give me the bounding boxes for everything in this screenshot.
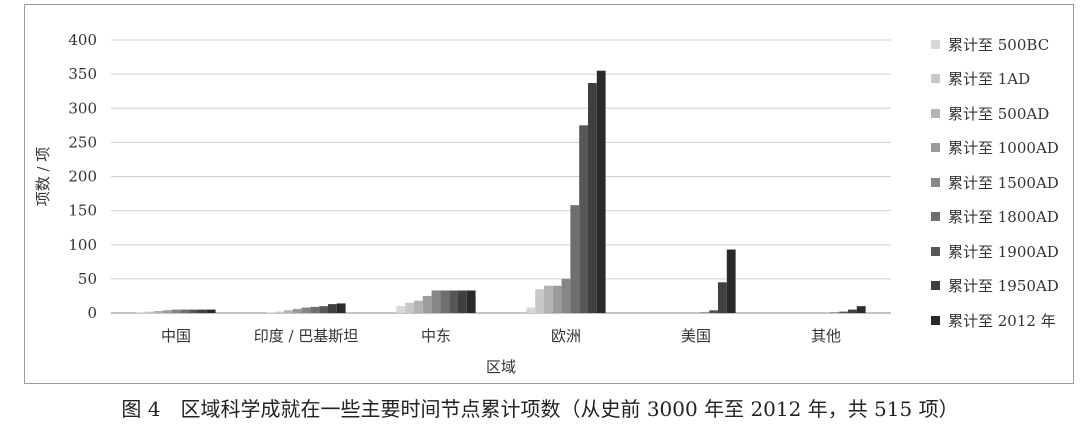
bar bbox=[458, 290, 467, 313]
legend-label: 累计至 500AD bbox=[948, 104, 1050, 123]
legend-item: 累计至 1AD bbox=[931, 62, 1059, 97]
bar bbox=[449, 290, 458, 313]
legend-swatch bbox=[931, 177, 940, 187]
bar bbox=[726, 249, 736, 313]
x-category-label: 美国 bbox=[681, 327, 711, 345]
x-category-label: 欧洲 bbox=[551, 327, 581, 345]
bar bbox=[839, 311, 848, 313]
bar bbox=[526, 307, 536, 313]
legend-item: 累计至 1950AD bbox=[931, 269, 1059, 304]
bar bbox=[162, 310, 172, 313]
bar bbox=[830, 312, 840, 313]
bar bbox=[145, 311, 154, 313]
bar bbox=[856, 306, 866, 313]
bar bbox=[396, 306, 406, 313]
bar bbox=[552, 285, 562, 313]
bar bbox=[700, 312, 710, 313]
legend-swatch bbox=[931, 74, 940, 84]
y-tick-label: 400 bbox=[68, 31, 97, 49]
bar bbox=[596, 70, 606, 314]
bar bbox=[292, 308, 302, 313]
y-tick-label: 200 bbox=[68, 168, 97, 186]
legend-item: 累计至 1900AD bbox=[931, 234, 1059, 269]
bar bbox=[301, 307, 311, 313]
bar bbox=[180, 309, 190, 313]
bar bbox=[275, 311, 284, 313]
chart-frame: 0 50 100 150 200 250 300 350 400 中国 印度 / 巴基斯坦 中东 欧洲… bbox=[24, 4, 1074, 384]
bar bbox=[319, 306, 328, 313]
bar bbox=[336, 303, 346, 313]
legend-label: 累计至 500BC bbox=[948, 35, 1050, 54]
y-tick-label: 350 bbox=[68, 65, 97, 83]
y-axis-label: 项数 / 项 bbox=[34, 147, 52, 207]
bar bbox=[561, 278, 571, 313]
legend-label: 累计至 1950AD bbox=[948, 277, 1059, 296]
legend: 累计至 500BC 累计至 1AD 累计至 500AD 累计至 1000AD 累计至 1… bbox=[931, 27, 1059, 338]
bar bbox=[440, 290, 450, 313]
legend-label: 累计至 2012 年 bbox=[948, 311, 1056, 330]
bar bbox=[405, 302, 414, 313]
legend-swatch bbox=[931, 281, 940, 291]
y-axis-ticks: 0 50 100 150 200 250 300 350 400 bbox=[68, 31, 97, 322]
legend-swatch bbox=[931, 212, 940, 222]
bar bbox=[570, 205, 580, 313]
bar bbox=[588, 82, 597, 313]
bar bbox=[310, 306, 320, 313]
bar bbox=[535, 289, 544, 313]
bar bbox=[266, 312, 276, 313]
gridlines bbox=[111, 39, 891, 314]
legend-label: 累计至 1000AD bbox=[948, 139, 1059, 158]
x-axis-categories: 中国 印度 / 巴基斯坦 中东 欧洲 美国 其他 bbox=[161, 327, 841, 345]
bar bbox=[431, 290, 441, 313]
legend-item: 累计至 500AD bbox=[931, 96, 1059, 131]
legend-swatch bbox=[931, 246, 940, 256]
x-category-label: 中东 bbox=[421, 327, 451, 345]
bar bbox=[136, 312, 146, 313]
bars bbox=[136, 70, 866, 314]
bar bbox=[848, 309, 857, 313]
legend-item: 累计至 1500AD bbox=[931, 165, 1059, 200]
figure-caption: 图 4 区域科学成就在一些主要时间节点累计项数（从史前 3000 年至 2012… bbox=[121, 397, 959, 421]
bar bbox=[198, 309, 207, 313]
x-category-label: 其他 bbox=[811, 327, 841, 345]
bar bbox=[544, 285, 553, 313]
legend-swatch bbox=[931, 143, 940, 153]
bar bbox=[466, 290, 476, 313]
bar bbox=[414, 300, 423, 313]
bar bbox=[328, 304, 337, 313]
legend-swatch bbox=[931, 108, 940, 118]
x-axis-label: 区域 bbox=[486, 358, 516, 376]
x-category-label: 中国 bbox=[161, 327, 191, 345]
legend-item: 累计至 1000AD bbox=[931, 131, 1059, 166]
y-tick-label: 300 bbox=[68, 99, 97, 117]
bar bbox=[284, 310, 293, 313]
legend-label: 累计至 1500AD bbox=[948, 173, 1059, 192]
y-tick-label: 50 bbox=[78, 270, 97, 288]
legend-item: 累计至 1800AD bbox=[931, 200, 1059, 235]
bar bbox=[154, 310, 163, 313]
y-tick-label: 250 bbox=[68, 133, 97, 151]
legend-swatch bbox=[931, 39, 940, 49]
bar bbox=[171, 309, 181, 313]
legend-item: 累计至 2012 年 bbox=[931, 303, 1059, 338]
bar bbox=[206, 309, 216, 313]
y-tick-label: 0 bbox=[87, 304, 97, 322]
bar bbox=[422, 295, 432, 313]
bar bbox=[579, 125, 588, 313]
bar bbox=[718, 282, 727, 313]
bar bbox=[709, 310, 718, 313]
chart-plot: 0 50 100 150 200 250 300 350 400 中国 印度 / 巴基斯坦 中东 欧洲… bbox=[34, 31, 891, 376]
legend-item: 累计至 500BC bbox=[931, 27, 1059, 62]
bar bbox=[189, 309, 198, 313]
legend-label: 累计至 1800AD bbox=[948, 208, 1059, 227]
legend-swatch bbox=[931, 315, 940, 325]
legend-label: 累计至 1900AD bbox=[948, 242, 1059, 261]
x-category-label: 印度 / 巴基斯坦 bbox=[254, 327, 359, 345]
y-tick-label: 150 bbox=[68, 202, 97, 220]
legend-label: 累计至 1AD bbox=[948, 70, 1031, 89]
y-tick-label: 100 bbox=[68, 236, 97, 254]
